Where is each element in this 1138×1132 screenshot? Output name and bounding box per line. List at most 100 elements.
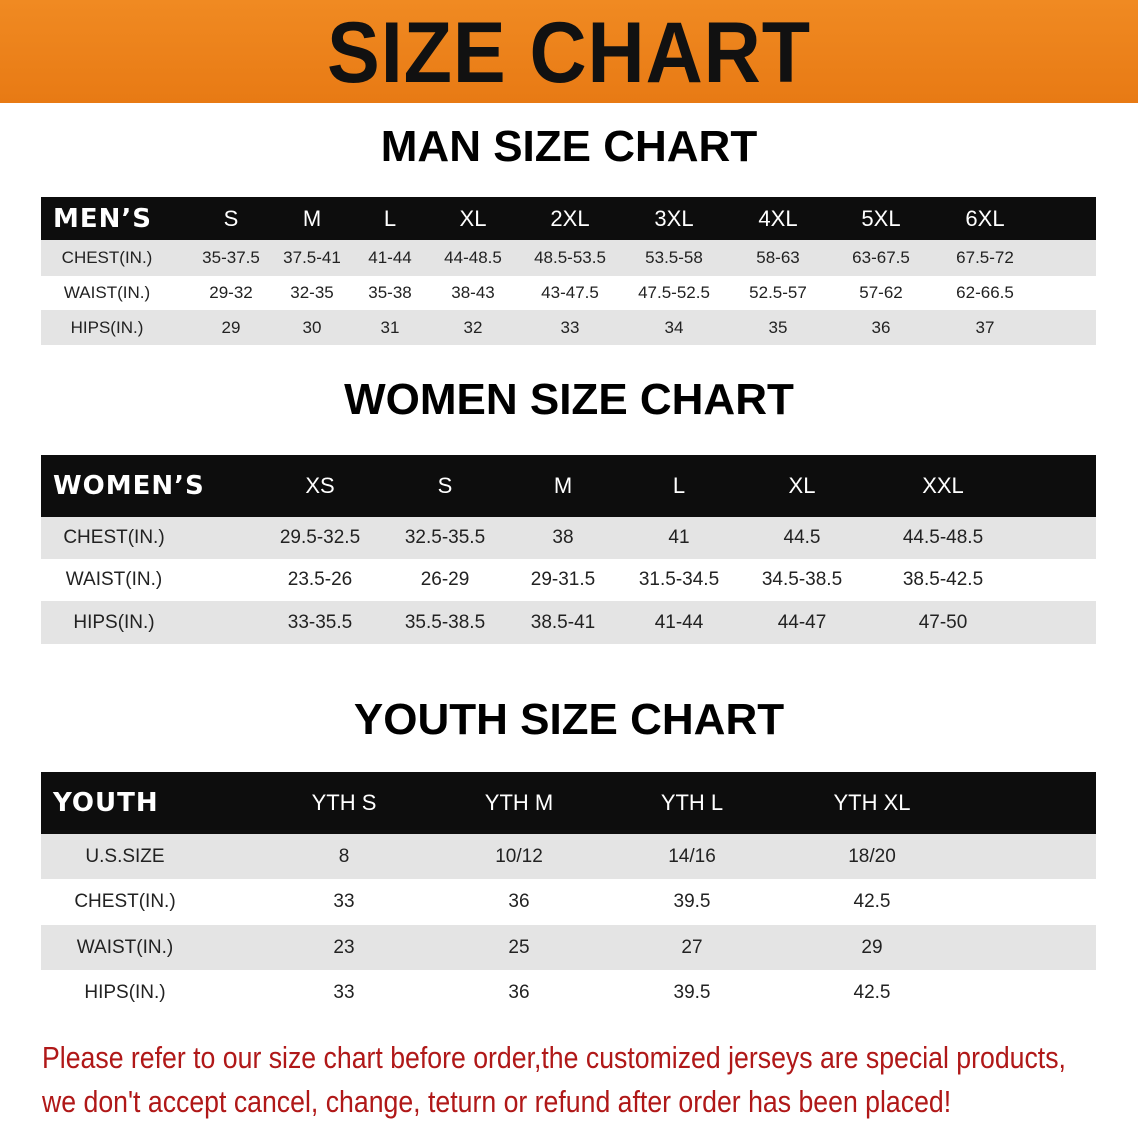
- measurement-cell: 29-31.5: [530, 569, 596, 590]
- size-column-header: L: [383, 205, 397, 231]
- measurement-cell: 63-67.5: [852, 248, 910, 267]
- measurement-cell: 58-63: [756, 248, 800, 267]
- measurement-cell: 32.5-35.5: [404, 527, 486, 548]
- size-column-header: 5XL: [861, 205, 901, 231]
- table-row: CHEST(IN.) 33 36 39.5 42.5: [41, 879, 1096, 925]
- size-column-header: M: [302, 205, 322, 231]
- women-section-title: WOMEN SIZE CHART: [344, 375, 794, 424]
- youth-section-title: YOUTH SIZE CHART: [353, 695, 785, 744]
- measurement-cell: 38.5-42.5: [902, 569, 984, 590]
- size-column-header: M: [553, 473, 573, 498]
- measurement-cell: 29: [861, 936, 883, 958]
- measurement-cell: 53.5-58: [645, 248, 703, 267]
- measurement-cell: 34.5-38.5: [761, 569, 843, 590]
- row-label: CHEST(IN.): [63, 527, 165, 548]
- row-label: U.S.SIZE: [85, 845, 165, 867]
- measurement-cell: 48.5-53.5: [534, 248, 606, 267]
- table-row: U.S.SIZE 8 10/12 14/16 18/20: [41, 834, 1096, 879]
- measurement-cell: 18/20: [848, 845, 896, 867]
- measurement-cell: 39.5: [673, 981, 711, 1003]
- size-column-header: L: [672, 473, 686, 498]
- banner-title: SIZE CHART: [327, 5, 811, 101]
- measurement-cell: 30: [302, 317, 322, 337]
- women-header-row: WOMEN’S XS S M L XL XXL: [41, 455, 1096, 517]
- measurement-cell: 37.5-41: [283, 248, 341, 267]
- measurement-cell: 10/12: [495, 845, 543, 867]
- table-row: WAIST(IN.) 23.5-26 26-29 29-31.5 31.5-34.5 34…: [41, 559, 1096, 601]
- size-column-header: 3XL: [654, 205, 694, 231]
- table-header-label: YOUTH: [53, 788, 159, 818]
- measurement-cell: 14/16: [668, 845, 716, 867]
- table-row: HIPS(IN.) 29 30 31 32 33 34 35 36 37: [41, 310, 1096, 345]
- row-label: CHEST(IN.): [74, 891, 176, 912]
- banner: SIZE CHART: [0, 0, 1138, 103]
- measurement-cell: 36: [508, 981, 530, 1003]
- measurement-cell: 33-35.5: [287, 611, 353, 633]
- measurement-cell: 35.5-38.5: [404, 611, 486, 633]
- measurement-cell: 8: [338, 845, 350, 867]
- women-size-table: WOMEN’S XS S M L XL XXL CHEST(IN.) 29.5-32.5 32.5…: [41, 455, 1096, 644]
- men-size-table: MEN’S S M L XL 2XL 3XL 4XL 5XL 6XL CHEST(IN.) 35-37…: [41, 197, 1096, 345]
- size-column-header: XL: [788, 473, 816, 498]
- measurement-cell: 62-66.5: [956, 283, 1014, 302]
- row-label: WAIST(IN.): [63, 283, 151, 302]
- measurement-cell: 34: [664, 317, 684, 337]
- measurement-cell: 25: [508, 936, 530, 958]
- table-row: WAIST(IN.) 29-32 32-35 35-38 38-43 43-47.5 47.…: [41, 276, 1096, 310]
- table-header-label: MEN’S: [53, 203, 152, 234]
- size-column-header: YTH S: [311, 790, 377, 815]
- measurement-cell: 43-47.5: [541, 283, 599, 302]
- measurement-cell: 37: [975, 317, 995, 337]
- size-column-header: YTH L: [660, 790, 724, 815]
- size-column-header: YTH XL: [833, 790, 911, 815]
- measurement-cell: 29: [221, 317, 241, 337]
- order-notice-line: Please refer to our size chart before or…: [42, 1040, 1066, 1075]
- row-label: HIPS(IN.): [70, 317, 144, 337]
- size-column-header: XXL: [922, 473, 964, 498]
- size-column-header: 4XL: [758, 205, 798, 231]
- measurement-cell: 33: [333, 981, 355, 1003]
- row-label: CHEST(IN.): [61, 248, 153, 267]
- youth-header-row: YOUTH YTH S YTH M YTH L YTH XL: [41, 772, 1096, 834]
- measurement-cell: 44.5: [783, 527, 821, 548]
- order-notice-line: we don't accept cancel, change, teturn o…: [42, 1084, 952, 1119]
- measurement-cell: 35-38: [368, 283, 412, 302]
- measurement-cell: 32: [463, 317, 483, 337]
- measurement-cell: 31: [380, 317, 400, 337]
- measurement-cell: 31.5-34.5: [638, 569, 720, 590]
- measurement-cell: 44.5-48.5: [902, 527, 984, 548]
- measurement-cell: 23.5-26: [287, 569, 353, 590]
- table-header-label: WOMEN’S: [53, 471, 205, 501]
- measurement-cell: 29-32: [209, 283, 253, 302]
- table-row: HIPS(IN.) 33 36 39.5 42.5: [41, 970, 1096, 1015]
- measurement-cell: 29.5-32.5: [279, 527, 361, 548]
- measurement-cell: 23: [333, 936, 355, 958]
- measurement-cell: 67.5-72: [956, 248, 1014, 267]
- row-label: WAIST(IN.): [65, 569, 163, 590]
- measurement-cell: 33: [333, 891, 355, 912]
- measurement-cell: 32-35: [290, 283, 334, 302]
- size-column-header: S: [223, 205, 239, 231]
- measurement-cell: 38-43: [451, 283, 495, 302]
- measurement-cell: 39.5: [673, 891, 711, 912]
- measurement-cell: 42.5: [853, 981, 891, 1003]
- measurement-cell: 41-44: [368, 248, 412, 267]
- measurement-cell: 52.5-57: [749, 283, 807, 302]
- table-row: CHEST(IN.) 29.5-32.5 32.5-35.5 38 41 44.5 44.5…: [41, 517, 1096, 559]
- size-column-header: S: [437, 473, 453, 498]
- measurement-cell: 41-44: [654, 611, 704, 633]
- measurement-cell: 27: [681, 936, 703, 958]
- measurement-cell: 44-48.5: [444, 248, 502, 267]
- measurement-cell: 41: [668, 527, 690, 548]
- measurement-cell: 44-47: [777, 611, 827, 633]
- table-row: CHEST(IN.) 35-37.5 37.5-41 41-44 44-48.5 48.5…: [41, 240, 1096, 276]
- table-row: HIPS(IN.) 33-35.5 35.5-38.5 38.5-41 41-44 44-…: [41, 601, 1096, 644]
- measurement-cell: 33: [560, 317, 580, 337]
- size-column-header: 2XL: [550, 205, 590, 231]
- row-label: HIPS(IN.): [73, 611, 155, 633]
- measurement-cell: 57-62: [859, 283, 903, 302]
- measurement-cell: 35: [768, 317, 788, 337]
- measurement-cell: 36: [871, 317, 891, 337]
- order-notice: Please refer to our size chart before or…: [42, 1036, 1066, 1124]
- measurement-cell: 35-37.5: [202, 248, 260, 267]
